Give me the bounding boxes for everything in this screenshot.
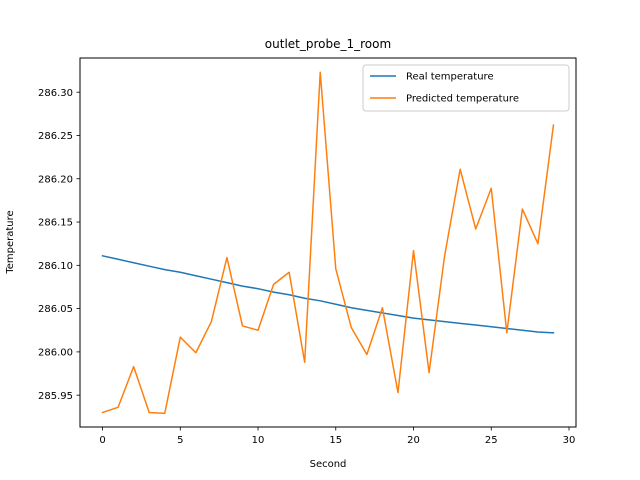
x-axis-label: Second xyxy=(310,459,347,470)
y-tick-label: 286.10 xyxy=(38,261,73,272)
legend-label-predicted-temperature: Predicted temperature xyxy=(406,94,519,105)
legend-box xyxy=(362,64,570,112)
x-tick-label: 30 xyxy=(563,435,576,446)
y-axis-ticks: 285.95 286.00 286.05 286.10 286.15 286.20 286.… xyxy=(38,88,80,402)
x-tick-label: 20 xyxy=(407,435,420,446)
x-axis-ticks: 0 5 10 15 20 25 30 xyxy=(99,427,575,446)
y-tick-label: 285.95 xyxy=(38,391,73,402)
y-axis-label: Temperature xyxy=(5,210,16,274)
chart-title: outlet_probe_1_room xyxy=(265,37,391,51)
series-line-real-temperature xyxy=(101,254,555,334)
legend: Real temperature Predicted temperature xyxy=(362,64,570,112)
series-layer xyxy=(101,71,555,415)
x-tick-label: 15 xyxy=(329,435,342,446)
y-tick-label: 286.05 xyxy=(38,304,73,315)
x-tick-label: 5 xyxy=(177,435,183,446)
y-tick-label: 286.00 xyxy=(38,347,73,358)
x-tick-label: 0 xyxy=(99,435,105,446)
series-line-predicted-temperature xyxy=(101,71,555,415)
legend-label-real-temperature: Real temperature xyxy=(406,72,494,83)
y-tick-label: 286.30 xyxy=(38,88,73,99)
y-tick-label: 286.15 xyxy=(38,218,73,229)
plot-frame xyxy=(79,57,577,428)
y-tick-label: 286.20 xyxy=(38,174,73,185)
x-tick-label: 25 xyxy=(485,435,498,446)
x-tick-label: 10 xyxy=(252,435,265,446)
y-tick-label: 286.25 xyxy=(38,131,73,142)
